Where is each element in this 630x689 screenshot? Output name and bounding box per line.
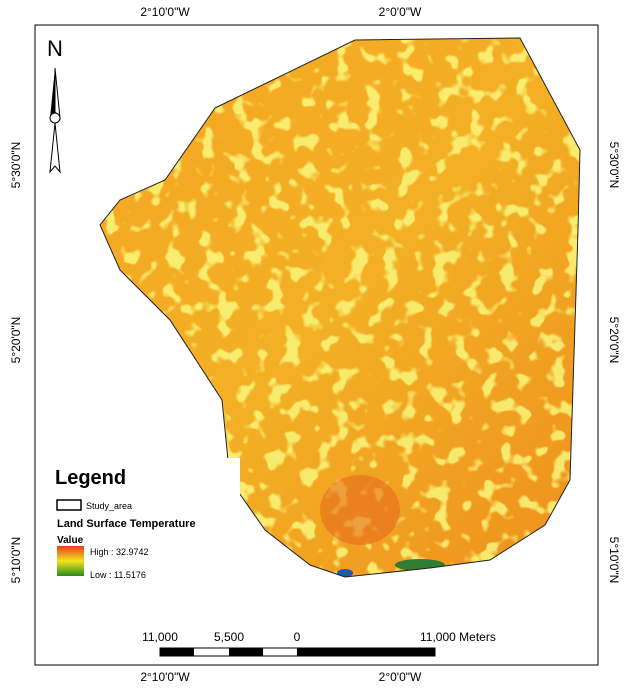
graticule-label: 2°10'0"W <box>140 670 190 684</box>
scale-label: 11,000 Meters <box>420 630 496 644</box>
graticule-label: 5°20'0"N <box>607 317 621 364</box>
graticule-label: 5°30'0"N <box>607 142 621 189</box>
legend-high: High : 32.9742 <box>90 547 149 557</box>
scale-label: 0 <box>294 630 301 644</box>
graticule-label: 2°0'0"W <box>379 5 422 19</box>
scale-bar: 11,000 5,500 0 11,000 Meters <box>142 630 496 656</box>
legend-item: Study_area <box>86 501 132 511</box>
graticule-label: 5°20'0"N <box>9 317 23 364</box>
legend-layer: Land Surface Temperature <box>57 518 196 530</box>
graticule-label: 5°30'0"N <box>9 142 23 189</box>
legend: Legend Study_area Land Surface Temperatu… <box>45 458 240 590</box>
legend-low: Low : 11.5176 <box>90 570 146 580</box>
map: 2°10'0"W 2°0'0"W 2°10'0"W 2°0'0"W 5°30'0… <box>0 0 630 689</box>
north-label: N <box>47 36 63 61</box>
legend-title: Legend <box>55 467 126 489</box>
north-arrow: N <box>47 36 63 172</box>
scale-label: 11,000 <box>142 630 178 644</box>
graticule-label: 2°10'0"W <box>140 5 190 19</box>
legend-ramp <box>57 546 84 576</box>
graticule-label: 5°10'0"N <box>9 537 23 584</box>
graticule-label: 5°10'0"N <box>607 537 621 584</box>
scale-label: 5,500 <box>214 630 244 644</box>
legend-field: Value <box>57 535 84 546</box>
graticule-label: 2°0'0"W <box>379 670 422 684</box>
